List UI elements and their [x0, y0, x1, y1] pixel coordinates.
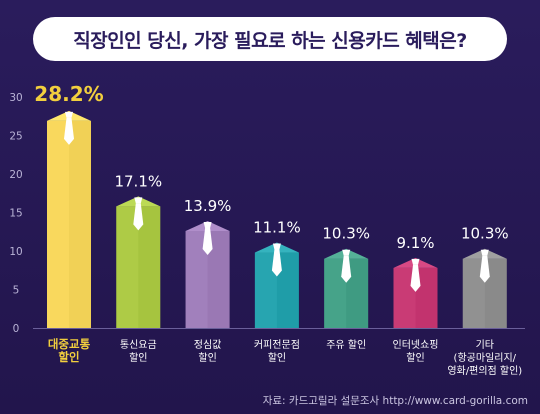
- tie-knot-3: [272, 243, 281, 250]
- tie-3: [271, 249, 282, 277]
- value-label-1: 17.1%: [114, 172, 162, 190]
- category-label-line: 인터넷쇼핑: [393, 339, 439, 351]
- value-label-6: 10.3%: [461, 225, 509, 243]
- tie-knot-4: [342, 249, 351, 256]
- bar-highlight-6: [462, 258, 485, 328]
- source-note: 자료: 카드고릴라 설문조사 http://www.card-gorilla.c…: [262, 395, 528, 407]
- tie-knot-1: [134, 197, 143, 204]
- category-label-line: 할인: [198, 352, 216, 364]
- category-label-line: 영화/편의점 할인): [447, 365, 522, 377]
- bar-highlight-4: [324, 258, 347, 328]
- y-tick-label-3: 15: [9, 208, 22, 220]
- category-label-2: 정심값 할인: [194, 339, 222, 364]
- value-label-5: 9.1%: [396, 234, 434, 252]
- value-label-0: 28.2%: [34, 82, 103, 106]
- category-label-0: 대중교통 할인: [48, 337, 91, 364]
- y-tick-label-6: 30: [9, 92, 22, 104]
- tie-knot-5: [411, 258, 420, 265]
- y-tick-label-1: 5: [13, 285, 20, 297]
- category-label-line: 기타: [476, 339, 494, 351]
- title-banner: 직장인인 당신, 가장 필요로 하는 신용카드 혜택은?: [33, 17, 507, 61]
- category-label-line: 정심값: [194, 339, 222, 351]
- category-label-6: 기타 (항공마일리지/영화/편의점 할인): [447, 339, 522, 377]
- tie-6: [479, 255, 490, 283]
- tie-knot-6: [480, 249, 489, 256]
- chart-title: 직장인인 당신, 가장 필요로 하는 신용카드 혜택은?: [73, 29, 467, 52]
- category-label-line: 할인: [406, 352, 424, 364]
- tie-knot-2: [203, 221, 212, 228]
- category-label-line: 통신요금: [120, 339, 157, 351]
- category-label-line: 할인: [129, 352, 147, 364]
- tie-2: [202, 227, 213, 255]
- y-tick-label-5: 25: [9, 131, 22, 143]
- category-label-4: 주유 할인: [326, 339, 366, 351]
- bar-highlight-3: [254, 252, 277, 328]
- category-label-1: 통신요금 할인: [120, 339, 157, 364]
- tie-4: [341, 255, 352, 283]
- bar-highlight-0: [47, 120, 69, 328]
- y-tick-label-4: 20: [9, 169, 22, 181]
- category-label-line: 주유 할인: [326, 339, 366, 351]
- tie-0: [64, 117, 74, 145]
- value-label-3: 11.1%: [253, 219, 301, 237]
- y-tick-label-2: 10: [9, 246, 22, 258]
- category-label-line: 대중교통: [48, 337, 91, 351]
- bar-highlight-1: [116, 206, 139, 328]
- bar-highlight-5: [393, 267, 416, 328]
- category-label-line: 할인: [268, 352, 286, 364]
- category-label-5: 인터넷쇼핑 할인: [393, 339, 439, 364]
- tie-1: [133, 203, 144, 231]
- bar-highlight-2: [185, 230, 208, 328]
- category-label-line: 커피전문점: [254, 339, 300, 351]
- tie-5: [410, 264, 421, 292]
- category-label-line: 할인: [58, 350, 79, 364]
- category-label-3: 커피전문점 할인: [254, 339, 300, 364]
- value-label-2: 13.9%: [184, 197, 232, 215]
- category-label-line: (항공마일리지/: [454, 352, 517, 364]
- value-label-4: 10.3%: [322, 225, 370, 243]
- tie-knot-0: [65, 111, 73, 118]
- y-tick-label-0: 0: [13, 323, 20, 335]
